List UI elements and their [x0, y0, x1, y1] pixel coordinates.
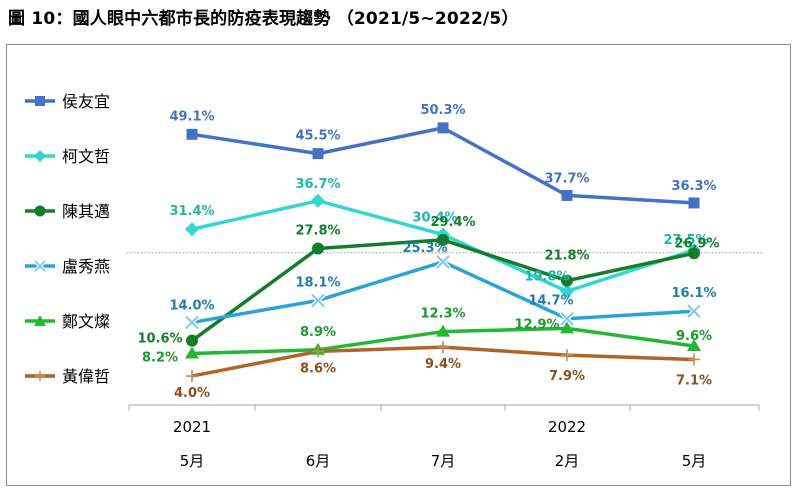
- data-point: [560, 284, 574, 299]
- data-point: [687, 339, 701, 352]
- legend-item: 鄭文燦: [25, 312, 110, 331]
- x-tick-label: 6月: [306, 452, 331, 470]
- data-point: [184, 314, 200, 331]
- data-label: 36.7%: [295, 177, 340, 192]
- data-point: [559, 311, 575, 327]
- legend-label: 陳其邁: [62, 202, 110, 221]
- legend-item: 盧秀燕: [25, 257, 110, 276]
- data-point: [688, 197, 700, 209]
- legend-item: 侯友宜: [25, 92, 110, 111]
- data-point: [186, 334, 198, 347]
- chart-title: 圖 10：國人眼中六都市長的防疫表現趨勢 （2021/5~2022/5）: [8, 9, 519, 29]
- data-point: [561, 274, 573, 287]
- data-point: [686, 303, 702, 319]
- legend-item: 柯文哲: [25, 147, 110, 166]
- data-point: [186, 128, 198, 140]
- data-point: [435, 254, 451, 270]
- legend-marker: [35, 96, 45, 106]
- legend-label: 黃偉哲: [62, 367, 110, 386]
- data-label: 10.6%: [137, 332, 182, 347]
- data-point: [185, 222, 199, 237]
- data-point: [186, 370, 198, 383]
- data-label: 8.6%: [300, 361, 336, 376]
- legend-label: 盧秀燕: [62, 257, 110, 276]
- legend-marker: [34, 315, 46, 326]
- data-label: 7.9%: [549, 369, 585, 384]
- data-point: [561, 349, 573, 362]
- data-label: 8.2%: [142, 351, 178, 366]
- legend-label: 柯文哲: [62, 147, 110, 166]
- data-label: 18.1%: [295, 275, 340, 290]
- line-chart: 5月 6月 7月 2月 5月 2021 2022 49.1% 45.5% 50.3% 37.7% 36…: [25, 92, 762, 470]
- data-label: 27.5%: [663, 233, 708, 248]
- data-label: 16.1%: [671, 286, 716, 301]
- year-label: 2022: [548, 418, 586, 436]
- x-tick-label: 5月: [180, 452, 205, 470]
- year-label: 2021: [173, 418, 211, 436]
- series-line: [191, 126, 695, 205]
- legend-marker: [34, 150, 46, 162]
- data-point: [561, 189, 573, 201]
- legend-label: 侯友宜: [62, 92, 110, 111]
- data-point: [437, 341, 449, 354]
- data-label: 14.0%: [169, 298, 214, 313]
- data-label: 45.5%: [295, 129, 340, 144]
- data-label: 37.7%: [544, 171, 589, 186]
- data-point: [310, 292, 326, 309]
- data-label: 30.4%: [412, 211, 457, 226]
- data-label: 25.3%: [402, 241, 447, 256]
- data-label: 12.9%: [514, 317, 559, 332]
- legend-item: 陳其邁: [25, 202, 110, 221]
- data-point: [312, 148, 324, 160]
- data-point: [688, 353, 700, 366]
- data-point: [437, 233, 449, 246]
- data-label: 26.9%: [674, 236, 719, 251]
- data-label: 50.3%: [420, 103, 465, 118]
- legend-item: 黃偉哲: [25, 367, 110, 386]
- legend-label: 鄭文燦: [62, 312, 110, 331]
- data-point: [436, 324, 450, 337]
- data-point: [560, 321, 574, 334]
- data-label: 9.6%: [676, 329, 712, 344]
- x-tick-label: 5月: [682, 452, 707, 470]
- data-point: [311, 193, 325, 208]
- data-label: 27.8%: [295, 223, 340, 238]
- data-point: [185, 346, 199, 359]
- data-label: 14.7%: [528, 294, 573, 309]
- data-point: [312, 345, 324, 358]
- x-tick-label: 2月: [555, 452, 580, 470]
- data-point: [312, 242, 324, 255]
- data-label: 7.1%: [676, 373, 712, 388]
- data-point: [688, 247, 700, 260]
- data-label: 12.3%: [420, 307, 465, 322]
- data-label: 31.4%: [169, 204, 214, 219]
- legend-marker: [34, 205, 46, 217]
- data-point: [437, 122, 449, 134]
- data-label: 4.0%: [174, 386, 210, 401]
- x-tick-label: 7月: [431, 452, 456, 470]
- data-label: 21.8%: [544, 249, 589, 264]
- data-label: 29.4%: [430, 215, 475, 230]
- data-label: 19.8%: [524, 269, 569, 284]
- data-label: 8.9%: [300, 325, 336, 340]
- chart-frame: 5月 6月 7月 2月 5月 2021 2022 49.1% 45.5% 50.3% 37.7% 36…: [6, 44, 791, 486]
- data-label: 49.1%: [169, 109, 214, 124]
- data-label: 36.3%: [671, 179, 716, 194]
- data-label: 9.4%: [425, 357, 461, 372]
